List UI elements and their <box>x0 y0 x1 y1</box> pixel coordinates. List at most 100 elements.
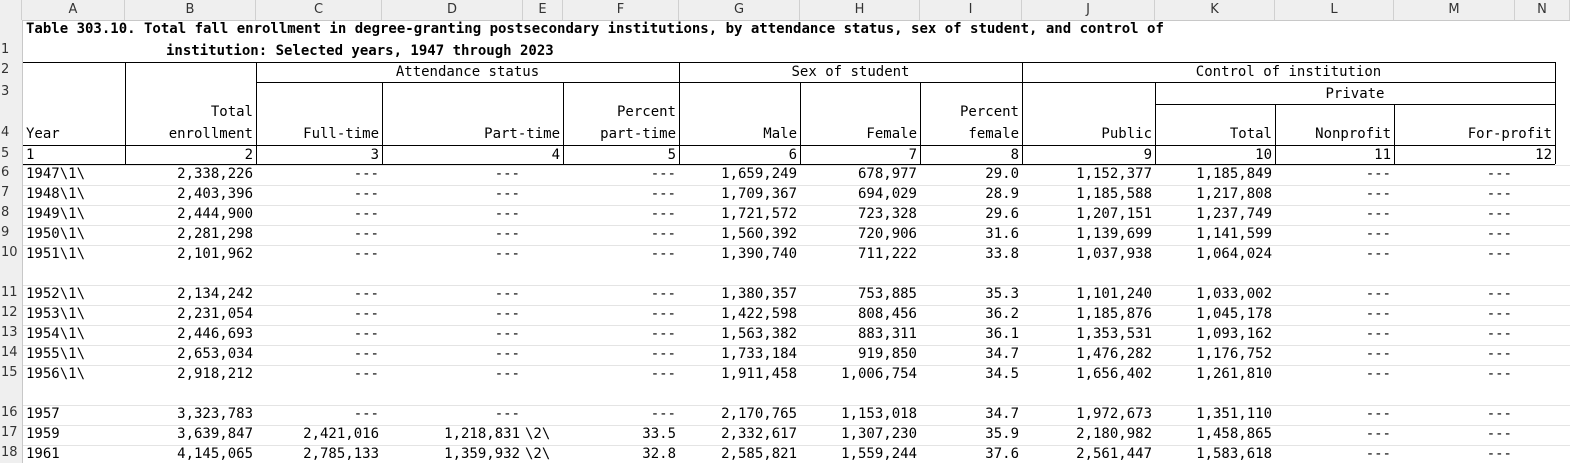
female-cell: 1,559,244 <box>841 446 917 462</box>
row-header-14[interactable]: 14 <box>1 345 18 360</box>
column-header-h[interactable]: H <box>800 0 920 20</box>
year-cell[interactable]: 1961 <box>26 446 60 462</box>
border-line <box>22 145 1555 146</box>
public-cell: 2,180,982 <box>1076 426 1152 442</box>
column-header-d[interactable]: D <box>382 0 523 20</box>
full-time-cell: --- <box>353 366 379 382</box>
gridline <box>22 185 1570 186</box>
full-time-header: Full-time <box>303 126 379 142</box>
column-header-b[interactable]: B <box>125 0 256 20</box>
public-cell: 1,207,151 <box>1076 206 1152 222</box>
male-cell: 2,332,617 <box>721 426 797 442</box>
column-header-m[interactable]: M <box>1394 0 1515 20</box>
column-header-c[interactable]: C <box>256 0 382 20</box>
private-total-cell: 1,045,178 <box>1196 306 1272 322</box>
column-number: 12 <box>1535 147 1552 163</box>
male-cell: 1,560,392 <box>721 226 797 242</box>
row-header-11[interactable]: 11 <box>1 285 18 300</box>
column-number: 11 <box>1374 147 1391 163</box>
column-header-g[interactable]: G <box>679 0 800 20</box>
row-header-4[interactable]: 4 <box>1 125 10 140</box>
row-header-7[interactable]: 7 <box>1 185 10 200</box>
row-header-9[interactable]: 9 <box>1 225 10 240</box>
nonprofit-cell: --- <box>1365 426 1391 442</box>
row-header-18[interactable]: 18 <box>1 445 18 460</box>
attendance-status-header: Attendance status <box>395 64 540 80</box>
part-time-cell: --- <box>494 306 520 322</box>
part-time-cell: --- <box>494 226 520 242</box>
year-cell[interactable]: 1949\1\ <box>26 206 86 222</box>
column-header-k[interactable]: K <box>1155 0 1275 20</box>
border-line <box>1155 104 1555 105</box>
column-header-a[interactable]: A <box>22 0 125 20</box>
percent-female-cell: 36.2 <box>985 306 1019 322</box>
female-cell: 694,029 <box>857 186 917 202</box>
for-profit-cell: --- <box>1486 166 1512 182</box>
part-time-header: Part-time <box>484 126 560 142</box>
total-enrollment-cell: 2,653,034 <box>177 346 253 362</box>
total-enrollment-cell: 4,145,065 <box>177 446 253 462</box>
year-cell[interactable]: 1954\1\ <box>26 326 86 342</box>
total-enrollment-cell: 2,918,212 <box>177 366 253 382</box>
for-profit-cell: --- <box>1486 286 1512 302</box>
gridline <box>22 285 1570 286</box>
percent-female-cell: 33.8 <box>985 246 1019 262</box>
year-cell[interactable]: 1950\1\ <box>26 226 86 242</box>
row-header-15[interactable]: 15 <box>1 365 18 380</box>
part-time-cell: --- <box>494 406 520 422</box>
row-header-2[interactable]: 2 <box>1 62 10 77</box>
public-cell: 1,972,673 <box>1076 406 1152 422</box>
year-cell[interactable]: 1951\1\ <box>26 246 86 262</box>
percent-part-time-cell: --- <box>650 306 676 322</box>
year-cell[interactable]: 1955\1\ <box>26 346 86 362</box>
gridline <box>22 345 1570 346</box>
column-header-n[interactable]: N <box>1515 0 1570 20</box>
part-time-footnote-cell[interactable]: \2\ <box>525 446 551 462</box>
column-header-i[interactable]: I <box>920 0 1022 20</box>
year-cell[interactable]: 1957 <box>26 406 60 422</box>
private-total-cell: 1,033,002 <box>1196 286 1272 302</box>
column-number: 8 <box>1010 147 1019 163</box>
row-header-1[interactable]: 1 <box>1 42 10 57</box>
year-cell[interactable]: 1956\1\ <box>26 366 86 382</box>
gridline <box>22 165 1570 166</box>
percent-female-cell: 34.7 <box>985 346 1019 362</box>
border-line <box>1022 62 1023 164</box>
control-of-institution-header: Control of institution <box>1195 64 1382 80</box>
full-time-cell: --- <box>353 186 379 202</box>
row-header-8[interactable]: 8 <box>1 205 10 220</box>
row-header-3[interactable]: 3 <box>1 84 10 99</box>
percent-part-time-cell: --- <box>650 406 676 422</box>
nonprofit-cell: --- <box>1365 446 1391 462</box>
gridline <box>22 225 1570 226</box>
percent-female-cell: 31.6 <box>985 226 1019 242</box>
year-cell[interactable]: 1959 <box>26 426 60 442</box>
public-cell: 1,139,699 <box>1076 226 1152 242</box>
row-header-13[interactable]: 13 <box>1 325 18 340</box>
percent-female-cell: 35.9 <box>985 426 1019 442</box>
column-header-j[interactable]: J <box>1022 0 1155 20</box>
row-header-12[interactable]: 12 <box>1 305 18 320</box>
year-cell[interactable]: 1953\1\ <box>26 306 86 322</box>
year-cell[interactable]: 1947\1\ <box>26 166 86 182</box>
for-profit-cell: --- <box>1486 226 1512 242</box>
for-profit-cell: --- <box>1486 346 1512 362</box>
table-title-line-2: institution: Selected years, 1947 throug… <box>166 43 554 59</box>
full-time-cell: 2,421,016 <box>303 426 379 442</box>
male-cell: 1,659,249 <box>721 166 797 182</box>
row-header-5[interactable]: 5 <box>1 146 10 161</box>
row-header-6[interactable]: 6 <box>1 165 10 180</box>
table-title-line-1: Table 303.10. Total fall enrollment in d… <box>26 21 1164 37</box>
row-header-10[interactable]: 10 <box>1 245 18 260</box>
private-total-cell: 1,093,162 <box>1196 326 1272 342</box>
percent-part-time-header-top: Percent <box>616 104 676 120</box>
row-header-16[interactable]: 16 <box>1 405 18 420</box>
column-header-f[interactable]: F <box>563 0 679 20</box>
year-cell[interactable]: 1952\1\ <box>26 286 86 302</box>
column-header-e[interactable]: E <box>523 0 563 20</box>
row-header-17[interactable]: 17 <box>1 425 18 440</box>
select-all-corner[interactable] <box>0 0 22 20</box>
column-header-l[interactable]: L <box>1275 0 1394 20</box>
part-time-footnote-cell[interactable]: \2\ <box>525 426 551 442</box>
year-cell[interactable]: 1948\1\ <box>26 186 86 202</box>
